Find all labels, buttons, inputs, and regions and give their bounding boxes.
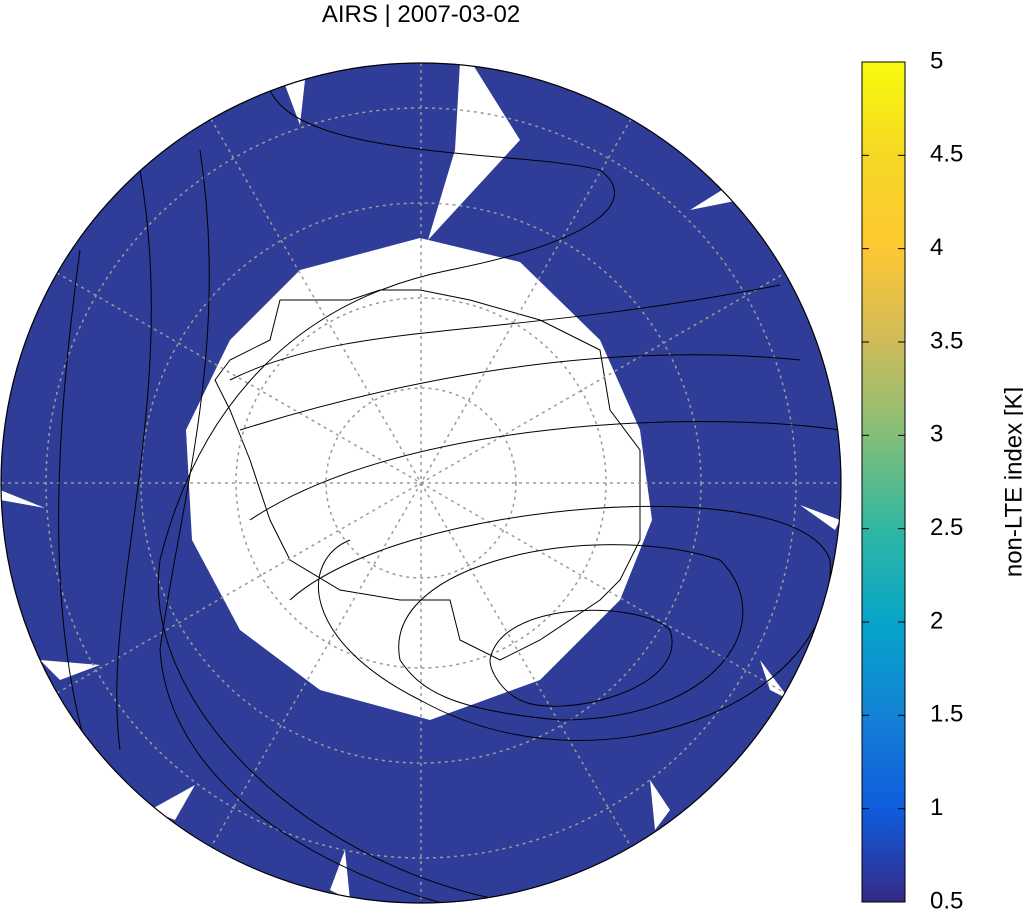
no-data-area (150, 785, 195, 820)
no-data-area (428, 63, 520, 240)
colorbar-axis: 0.5 1 1.5 2 2.5 3 3.5 4 4.5 5 (862, 47, 963, 914)
coastline (214, 289, 641, 661)
colorbar-tick-label: 1.5 (930, 701, 963, 728)
title: AIRS | 2007-03-02 (322, 1, 520, 28)
map (1, 63, 841, 903)
no-data-area (650, 780, 670, 830)
no-data-area (285, 80, 305, 125)
no-data-area (40, 660, 100, 680)
colorbar-tick-label: 2 (930, 607, 943, 634)
no-data-area (330, 850, 350, 900)
colorbar (861, 61, 906, 903)
no-data-area (760, 660, 790, 700)
graticule (1, 63, 841, 903)
contours (58, 89, 841, 903)
colorbar-tick-label: 0.5 (930, 887, 963, 912)
colorbar-label: non-LTE index [K] (1000, 387, 1023, 577)
colorbar-tick-label: 4.5 (930, 141, 963, 168)
no-data-area (1, 490, 45, 508)
colorbar-tick-label: 4 (930, 234, 943, 261)
colorbar-tick-label: 1 (930, 794, 943, 821)
map-border (0, 62, 842, 904)
colorbar-tick-label: 3 (930, 421, 943, 448)
no-data-area (800, 505, 840, 530)
colorbar-tick-label: 2.5 (930, 514, 963, 541)
colorbar-tick-label: 5 (930, 47, 943, 74)
colorbar-tick-label: 3.5 (930, 327, 963, 354)
